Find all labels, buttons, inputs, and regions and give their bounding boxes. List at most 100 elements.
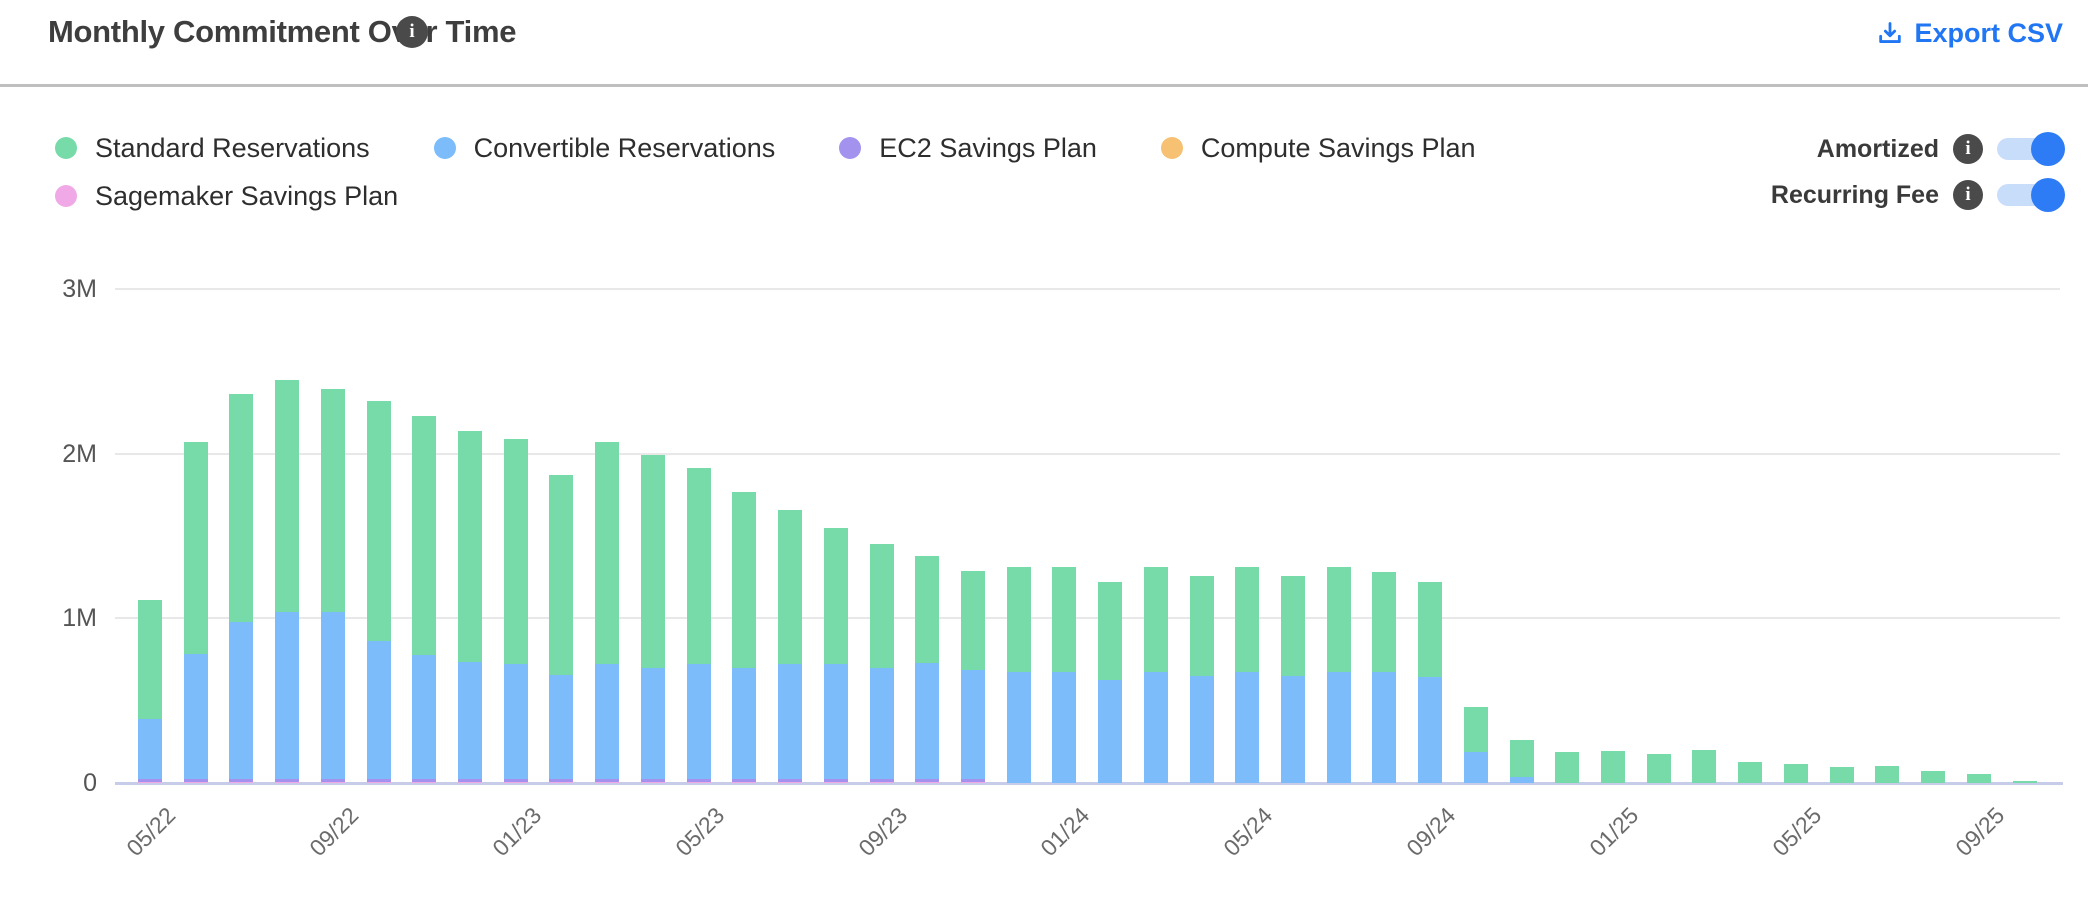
bar-segment-06/22[interactable] xyxy=(183,782,208,784)
bar-segment-12/23[interactable] xyxy=(1006,671,1031,783)
bar-segment-03/23[interactable] xyxy=(595,442,620,664)
bar-segment-05/25[interactable] xyxy=(1783,764,1808,783)
bar-segment-11/22[interactable] xyxy=(412,782,437,784)
bar-segment-12/22[interactable] xyxy=(458,782,483,784)
bar-segment-04/23[interactable] xyxy=(640,455,665,668)
bar-segment-10/23[interactable] xyxy=(915,782,940,784)
bar-segment-05/23[interactable] xyxy=(686,468,711,664)
bar-segment-09/22[interactable] xyxy=(320,782,345,784)
bar-segment-10/24[interactable] xyxy=(1463,707,1488,752)
bar-segment-04/24[interactable] xyxy=(1189,575,1214,676)
bar-segment-05/24[interactable] xyxy=(1235,567,1260,672)
bar-segment-02/23[interactable] xyxy=(549,778,574,783)
bar-segment-09/23[interactable] xyxy=(869,544,894,668)
bar-segment-09/24[interactable] xyxy=(1418,676,1443,783)
bar-segment-10/22[interactable] xyxy=(366,641,391,779)
bar-segment-11/23[interactable] xyxy=(960,670,985,779)
bar-segment-06/23[interactable] xyxy=(732,782,757,784)
bar-segment-09/24[interactable] xyxy=(1418,582,1443,677)
bar-segment-01/25[interactable] xyxy=(1601,750,1626,783)
legend-item-convertible-reservations[interactable]: Convertible Reservations xyxy=(433,133,775,164)
bar-segment-10/22[interactable] xyxy=(366,778,391,783)
bar-segment-05/23[interactable] xyxy=(686,782,711,784)
bar-segment-03/23[interactable] xyxy=(595,778,620,783)
bar-segment-08/23[interactable] xyxy=(823,664,848,779)
bar-segment-05/22[interactable] xyxy=(138,778,162,783)
bar-segment-02/23[interactable] xyxy=(549,675,574,779)
bar-segment-02/24[interactable] xyxy=(1098,582,1123,681)
bar-segment-09/23[interactable] xyxy=(869,782,894,784)
bar-segment-06/22[interactable] xyxy=(183,442,208,654)
bar-segment-10/23[interactable] xyxy=(915,778,940,783)
bar-segment-05/23[interactable] xyxy=(686,663,711,779)
bar-segment-01/24[interactable] xyxy=(1052,567,1077,672)
bar-segment-01/23[interactable] xyxy=(503,782,528,784)
bar-segment-09/23[interactable] xyxy=(869,667,894,779)
bar-segment-11/24[interactable] xyxy=(1509,740,1534,778)
bar-segment-09/23[interactable] xyxy=(869,778,894,783)
bar-segment-12/22[interactable] xyxy=(458,661,483,779)
bar-segment-09/22[interactable] xyxy=(320,389,345,612)
bar-segment-07/22[interactable] xyxy=(229,782,254,784)
bar-segment-04/25[interactable] xyxy=(1738,762,1763,783)
recurring-fee-info-icon[interactable]: i xyxy=(1953,180,1983,210)
bar-segment-08/22[interactable] xyxy=(275,611,300,779)
bar-segment-02/23[interactable] xyxy=(549,475,574,676)
bar-segment-08/22[interactable] xyxy=(275,782,300,784)
bar-segment-05/23[interactable] xyxy=(686,778,711,783)
bar-segment-02/25[interactable] xyxy=(1646,754,1671,783)
bar-segment-11/23[interactable] xyxy=(960,570,985,671)
bar-segment-10/23[interactable] xyxy=(915,662,940,779)
bar-segment-10/24[interactable] xyxy=(1463,751,1488,783)
bar-segment-08/23[interactable] xyxy=(823,527,848,665)
legend-item-standard-reservations[interactable]: Standard Reservations xyxy=(55,133,370,164)
bar-segment-07/23[interactable] xyxy=(778,509,803,664)
bar-segment-06/23[interactable] xyxy=(732,667,757,779)
bar-segment-06/22[interactable] xyxy=(183,653,208,779)
bar-segment-01/23[interactable] xyxy=(503,664,528,779)
bar-segment-10/25[interactable] xyxy=(2012,780,2037,783)
bar-segment-06/22[interactable] xyxy=(183,778,208,783)
bar-segment-06/23[interactable] xyxy=(732,491,757,668)
bar-segment-12/22[interactable] xyxy=(458,430,483,662)
bar-segment-07/22[interactable] xyxy=(229,778,254,783)
bar-segment-03/23[interactable] xyxy=(595,782,620,784)
bar-segment-08/25[interactable] xyxy=(1921,770,1946,783)
bar-segment-04/23[interactable] xyxy=(640,667,665,779)
bar-segment-04/23[interactable] xyxy=(640,782,665,784)
bar-segment-01/24[interactable] xyxy=(1052,671,1077,783)
legend-item-ec2-savings-plan[interactable]: EC2 Savings Plan xyxy=(839,133,1097,164)
bar-segment-06/24[interactable] xyxy=(1281,675,1305,783)
bar-segment-03/23[interactable] xyxy=(595,663,620,779)
bar-segment-07/22[interactable] xyxy=(229,621,254,779)
bar-segment-12/24[interactable] xyxy=(1555,751,1580,783)
bar-segment-04/24[interactable] xyxy=(1189,675,1214,783)
bar-segment-07/23[interactable] xyxy=(778,782,803,784)
bar-segment-08/24[interactable] xyxy=(1372,671,1397,783)
bar-segment-09/25[interactable] xyxy=(1966,773,1991,783)
bar-segment-10/23[interactable] xyxy=(915,555,940,663)
bar-segment-08/22[interactable] xyxy=(275,778,300,783)
bar-segment-10/22[interactable] xyxy=(366,782,391,784)
bar-segment-08/23[interactable] xyxy=(823,782,848,784)
bar-segment-07/24[interactable] xyxy=(1326,671,1351,783)
bar-segment-12/23[interactable] xyxy=(1006,567,1031,672)
bar-segment-06/25[interactable] xyxy=(1829,766,1854,783)
legend-item-compute-savings-plan[interactable]: Compute Savings Plan xyxy=(1160,133,1476,164)
bar-segment-05/22[interactable] xyxy=(138,782,162,784)
bar-segment-07/25[interactable] xyxy=(1875,765,1900,783)
bar-segment-02/24[interactable] xyxy=(1098,680,1123,783)
bar-segment-11/23[interactable] xyxy=(960,782,985,784)
bar-segment-06/23[interactable] xyxy=(732,778,757,783)
title-info-icon[interactable]: i xyxy=(396,16,428,48)
bar-segment-08/23[interactable] xyxy=(823,778,848,783)
bar-segment-07/23[interactable] xyxy=(778,663,803,779)
bar-segment-08/24[interactable] xyxy=(1372,572,1397,672)
bar-segment-05/22[interactable] xyxy=(138,600,162,719)
bar-segment-09/22[interactable] xyxy=(320,778,345,783)
recurring-fee-toggle[interactable] xyxy=(1997,178,2065,212)
legend-item-sagemaker-savings-plan[interactable]: Sagemaker Savings Plan xyxy=(55,181,398,212)
bar-segment-01/23[interactable] xyxy=(503,778,528,783)
bar-segment-08/22[interactable] xyxy=(275,379,300,612)
bar-segment-09/22[interactable] xyxy=(320,611,345,779)
